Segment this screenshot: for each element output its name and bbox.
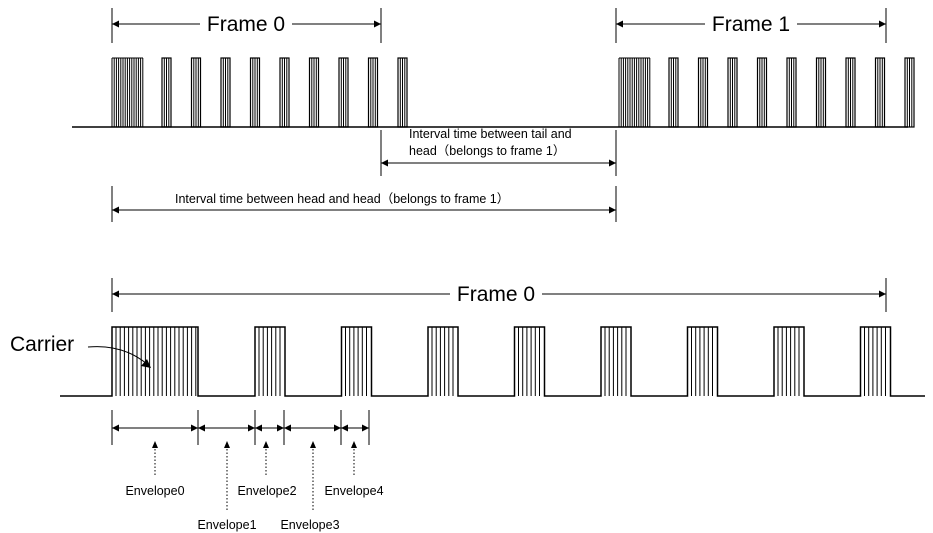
envelope1-label: Envelope1 xyxy=(197,518,256,532)
carrier-pointer-head xyxy=(141,359,151,368)
carrier-burst-3 xyxy=(431,327,454,396)
frame0-top-pulse xyxy=(367,57,379,128)
interval-head-head-text: Interval time between head and head（belo… xyxy=(175,192,509,206)
carrier-burst-8 xyxy=(864,327,886,396)
frame0-top-lead-burst xyxy=(111,57,144,127)
carrier-burst-6 xyxy=(691,327,713,396)
carrier-callout: Carrier xyxy=(10,333,151,368)
frame0-top-label: Frame 0 xyxy=(207,13,285,36)
frame0-top-dimension: Frame 0 xyxy=(111,8,382,43)
carrier-waveform xyxy=(60,326,925,397)
envelope2-label: Envelope2 xyxy=(237,484,296,498)
frame1-top-pulse xyxy=(904,57,915,128)
interval-tail-head-text-1: Interval time between tail and xyxy=(409,127,572,141)
envelope0-leader-head xyxy=(152,441,158,448)
frame1-top-pulse xyxy=(845,57,856,128)
envelope2-leader-head xyxy=(263,441,269,448)
frame1-top-pulse xyxy=(786,57,797,128)
envelope4-leader-head xyxy=(351,441,357,448)
envelope0-label: Envelope0 xyxy=(125,484,184,498)
frame1-top-pulse xyxy=(697,57,709,128)
frame0-bottom-dimension: Frame 0 xyxy=(111,278,887,312)
frame0-top-pulse xyxy=(279,57,290,128)
frame0-top-pulse xyxy=(190,57,202,128)
frame1-top-pulse xyxy=(874,57,886,128)
top-pulses xyxy=(111,57,915,128)
frame0-top-pulse xyxy=(397,57,408,128)
carrier-burst-2 xyxy=(345,327,367,396)
frame0-top-pulse xyxy=(338,57,349,128)
envelope3-leader-head xyxy=(310,441,316,448)
frame0-top-pulse xyxy=(308,57,320,128)
frame1-top-lead-burst xyxy=(618,57,651,127)
carrier-burst-7 xyxy=(777,327,800,396)
frame0-top-pulse xyxy=(220,57,231,128)
interval-tail-head-text-2: head（belongs to frame 1） xyxy=(409,144,565,158)
frame1-top-label: Frame 1 xyxy=(712,13,790,36)
carrier-label: Carrier xyxy=(10,333,74,356)
envelope-waveform xyxy=(60,326,925,397)
frame1-top-pulse xyxy=(815,57,827,128)
carrier-pointer xyxy=(87,346,148,365)
carrier-burst-4 xyxy=(518,327,540,396)
envelope3-label: Envelope3 xyxy=(280,518,339,532)
envelope4-label: Envelope4 xyxy=(324,484,383,498)
top-pulse-train xyxy=(72,57,915,128)
carrier-burst-0 xyxy=(115,327,197,396)
frame0-top-pulse xyxy=(249,57,261,128)
carrier-burst-1 xyxy=(258,327,281,396)
frame1-top-pulse xyxy=(756,57,768,128)
frame0-top-pulse xyxy=(161,57,172,128)
envelope-dimensions: Envelope0 Envelope1 Envelope2 Envelope3 … xyxy=(111,410,384,532)
frame1-top-pulse xyxy=(727,57,738,128)
envelope1-leader-head xyxy=(224,441,230,448)
interval-head-head-dimension: Interval time between head and head（belo… xyxy=(111,186,617,222)
frame1-top-pulse xyxy=(668,57,679,128)
interval-tail-head-dimension: Interval time between tail and head（belo… xyxy=(380,127,617,176)
frame1-top-dimension: Frame 1 xyxy=(615,8,887,43)
carrier-burst-5 xyxy=(604,327,627,396)
frame0-bottom-label: Frame 0 xyxy=(457,283,535,306)
